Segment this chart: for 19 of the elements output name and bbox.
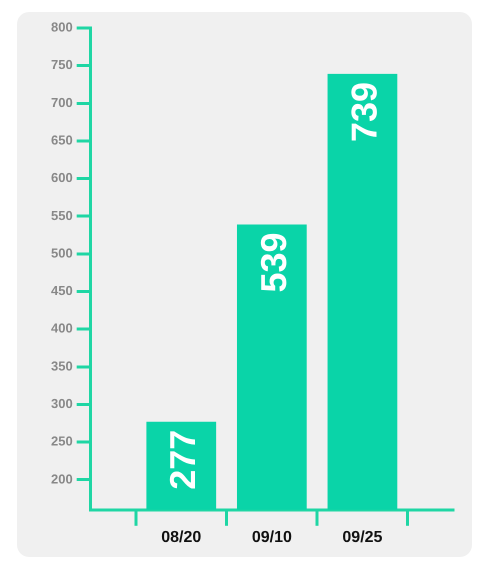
y-tick-label: 450	[50, 283, 73, 298]
y-tick-label: 300	[50, 396, 73, 411]
data-label: 739	[343, 82, 384, 142]
y-tick-label: 400	[50, 320, 73, 336]
x-tick-label: 09/10	[252, 528, 292, 546]
y-tick-label: 600	[50, 170, 73, 186]
y-tick-label: 750	[50, 57, 73, 72]
x-tick-label: 08/20	[161, 528, 202, 546]
y-tick-label: 200	[50, 471, 73, 486]
data-label: 277	[162, 430, 204, 490]
y-tick-label: 700	[50, 94, 73, 110]
x-tick-label: 09/25	[342, 528, 383, 546]
y-tick-label: 800	[50, 20, 73, 35]
y-tick-label: 250	[50, 434, 73, 449]
y-tick-label: 550	[50, 208, 73, 223]
data-label: 539	[252, 232, 294, 293]
y-tick-label: 500	[50, 245, 73, 260]
y-tick-label: 650	[50, 132, 73, 148]
y-tick-label: 350	[50, 358, 73, 374]
